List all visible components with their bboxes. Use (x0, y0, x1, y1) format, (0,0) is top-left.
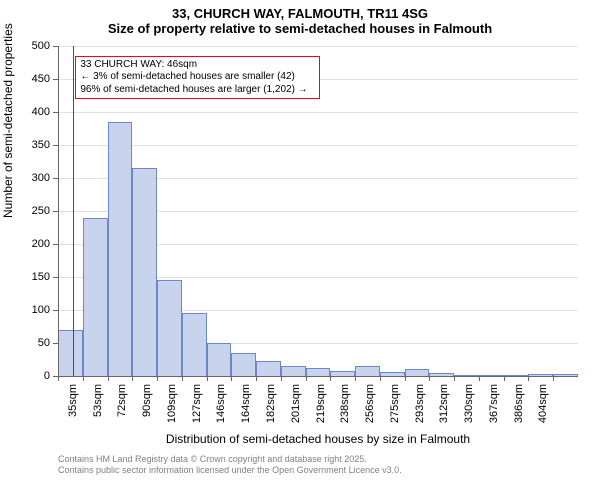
histogram-bar (58, 330, 83, 376)
xtick-label: 109sqm (166, 384, 178, 423)
y-axis-line (58, 46, 59, 376)
chart-title-line1: 33, CHURCH WAY, FALMOUTH, TR11 4SG (0, 0, 600, 21)
ytick-label: 400 (10, 106, 50, 118)
xtick-label: 256sqm (364, 384, 376, 423)
ytick-label: 0 (10, 370, 50, 382)
xtick-label: 386sqm (513, 384, 525, 423)
xtick-label: 35sqm (67, 384, 79, 417)
y-axis-label: Number of semi-detached properties (1, 202, 15, 218)
ytick-label: 150 (10, 271, 50, 283)
attribution-line2: Contains public sector information licen… (58, 465, 402, 476)
ytick-label: 500 (10, 40, 50, 52)
grid-line (58, 112, 578, 113)
info-box-line: 33 CHURCH WAY: 46sqm (80, 59, 315, 72)
property-marker-line (73, 46, 74, 376)
histogram-bar (207, 343, 232, 376)
plot-area: 05010015020025030035040045050035sqm53sqm… (58, 46, 578, 376)
histogram-bar (405, 369, 430, 376)
chart-container: 33, CHURCH WAY, FALMOUTH, TR11 4SG Size … (0, 0, 600, 500)
info-box-line: ← 3% of semi-detached houses are smaller… (80, 71, 315, 84)
xtick-label: 275sqm (389, 384, 401, 423)
grid-line (58, 46, 578, 47)
xtick-label: 312sqm (438, 384, 450, 423)
xtick-label: 90sqm (141, 384, 153, 417)
histogram-bar (231, 353, 256, 376)
histogram-bar (132, 168, 157, 376)
ytick-label: 250 (10, 205, 50, 217)
chart-title-line2: Size of property relative to semi-detach… (0, 21, 600, 36)
ytick-label: 350 (10, 139, 50, 151)
ytick-label: 50 (10, 337, 50, 349)
histogram-bar (157, 280, 182, 376)
xtick-label: 127sqm (191, 384, 203, 423)
x-axis-label: Distribution of semi-detached houses by … (58, 432, 578, 446)
histogram-bar (108, 122, 133, 376)
histogram-bar (355, 366, 380, 376)
xtick-label: 293sqm (414, 384, 426, 423)
xtick-label: 238sqm (339, 384, 351, 423)
xtick-label: 72sqm (116, 384, 128, 417)
histogram-bar (256, 361, 281, 376)
xtick-label: 164sqm (240, 384, 252, 423)
grid-line (58, 145, 578, 146)
xtick-label: 201sqm (290, 384, 302, 423)
xtick-label: 219sqm (315, 384, 327, 423)
attribution-text: Contains HM Land Registry data © Crown c… (58, 454, 402, 477)
xtick-label: 146sqm (215, 384, 227, 423)
histogram-bar (306, 368, 331, 376)
xtick-label: 182sqm (265, 384, 277, 423)
xtick-label: 53sqm (92, 384, 104, 417)
histogram-bar (83, 218, 108, 376)
attribution-line1: Contains HM Land Registry data © Crown c… (58, 454, 402, 465)
x-axis-line (58, 376, 578, 377)
xtick-label: 330sqm (463, 384, 475, 423)
xtick-label: 367sqm (488, 384, 500, 423)
property-info-box: 33 CHURCH WAY: 46sqm← 3% of semi-detache… (75, 56, 320, 100)
ytick-label: 100 (10, 304, 50, 316)
ytick-label: 300 (10, 172, 50, 184)
histogram-bar (281, 366, 306, 376)
ytick-label: 200 (10, 238, 50, 250)
histogram-bar (182, 313, 207, 376)
ytick-label: 450 (10, 73, 50, 85)
info-box-line: 96% of semi-detached houses are larger (… (80, 84, 315, 97)
xtick-label: 404sqm (537, 384, 549, 423)
